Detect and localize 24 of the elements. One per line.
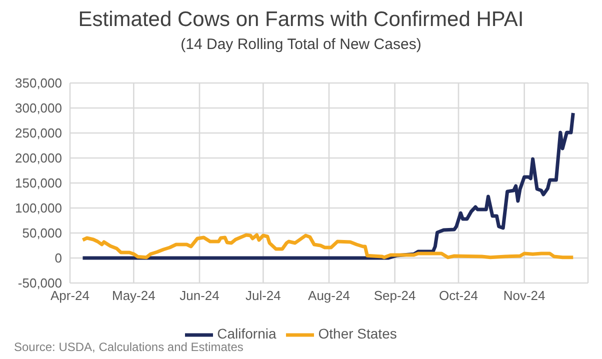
x-tick-label: Sep-24 — [374, 288, 416, 304]
x-tick-label: Apr-24 — [50, 288, 90, 304]
line-series — [80, 111, 575, 260]
y-tick-label: 50,000 — [22, 226, 62, 241]
x-tick-label: Oct-24 — [438, 288, 478, 304]
legend-label: Other States — [318, 326, 397, 342]
y-tick-label: 300,000 — [15, 100, 62, 116]
x-tick-label: Jul-24 — [245, 288, 281, 304]
y-tick-label: 350,000 — [15, 76, 62, 91]
y-tick-label: 0 — [54, 250, 62, 266]
source-note: Source: USDA, Calculations and Estimates — [14, 340, 244, 354]
x-tick-label: Jun-24 — [180, 288, 220, 304]
x-tick-label: May-24 — [112, 288, 156, 304]
y-tick-label: 200,000 — [15, 150, 62, 166]
y-tick-label: 250,000 — [15, 126, 62, 141]
x-tick-label: Aug-24 — [308, 288, 350, 304]
line-series — [80, 233, 575, 260]
y-tick-label: 150,000 — [15, 176, 62, 191]
y-tick-label: -50,000 — [18, 276, 62, 291]
chart-title: Estimated Cows on Farms with Confirmed HPAI — [77, 8, 525, 32]
x-tick-label: Nov-24 — [503, 288, 546, 304]
y-tick-label: 100,000 — [15, 200, 62, 216]
chart-subtitle: (14 Day Rolling Total of New Cases) — [180, 36, 422, 53]
legend-label: California — [217, 326, 276, 342]
